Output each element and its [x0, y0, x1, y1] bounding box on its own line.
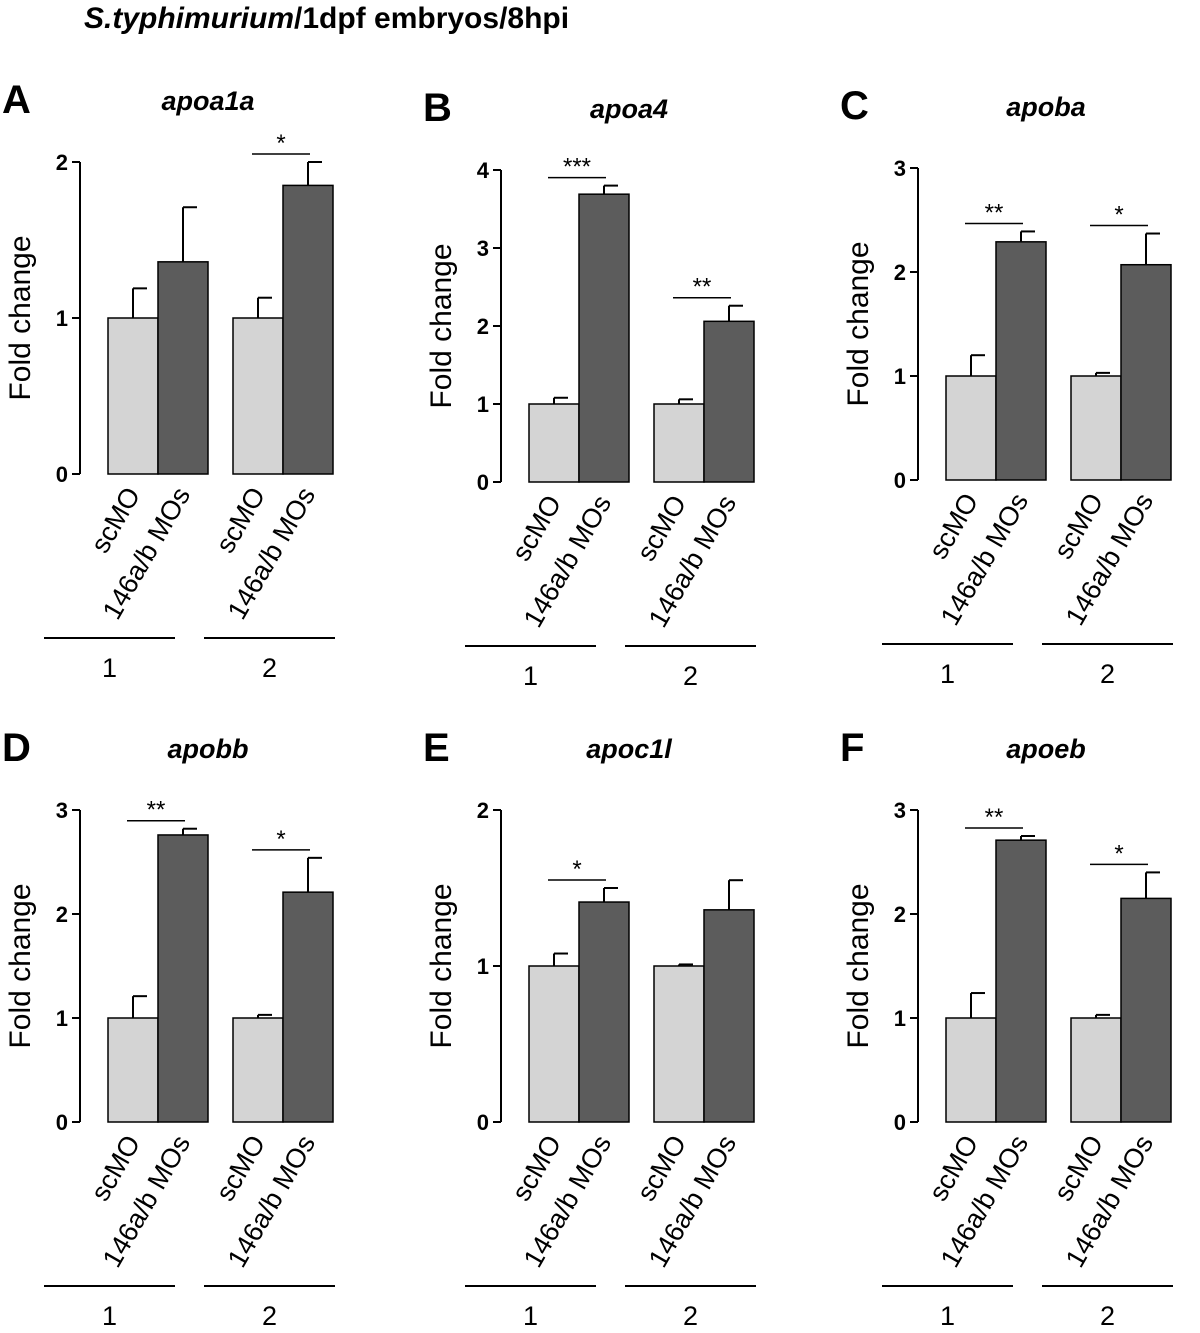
panel-title: apoc1l [586, 734, 672, 764]
significance-marker: * [572, 856, 581, 883]
y-tick-label: 3 [894, 798, 906, 823]
bar-146a-b-mos-group-2 [703, 909, 755, 1123]
group-label: 2 [1100, 1301, 1115, 1331]
significance-marker: * [1114, 840, 1123, 867]
y-tick-label: 3 [56, 798, 68, 823]
significance-marker: ** [985, 804, 1004, 831]
bar-146a-b-mos-group-2 [1120, 263, 1172, 481]
bar-scmo-group-2 [653, 965, 705, 1123]
group-label: 1 [523, 1301, 538, 1331]
bar-146a-b-mos-group-2 [703, 320, 755, 483]
y-axis-label: Fold change [425, 243, 458, 408]
y-axis-label: Fold change [4, 883, 37, 1048]
bar-146a-b-mos-group-1 [578, 901, 630, 1123]
y-tick-label: 1 [477, 392, 489, 417]
significance-marker: ** [985, 199, 1004, 226]
bar-scmo-group-1 [107, 317, 159, 475]
panel-letter: A [2, 78, 31, 122]
panel-title: apoeb [1006, 734, 1086, 764]
bar-scmo-group-2 [653, 403, 705, 483]
bar-scmo-group-1 [528, 403, 580, 483]
panel-letter: E [423, 726, 450, 770]
significance-marker: ** [147, 797, 166, 824]
y-tick-label: 1 [56, 306, 68, 331]
bar-scmo-group-2 [1070, 1017, 1122, 1123]
bar-146a-b-mos-group-1 [157, 261, 209, 475]
significance-marker: * [1114, 202, 1123, 229]
panel-letter: C [840, 84, 869, 128]
y-axis-label: Fold change [425, 883, 458, 1048]
y-tick-label: 2 [477, 798, 489, 823]
y-tick-label: 0 [56, 1110, 68, 1135]
bar-146a-b-mos-group-1 [157, 834, 209, 1123]
significance-marker: * [276, 130, 285, 157]
panel-letter: F [840, 726, 864, 770]
bar-scmo-group-2 [232, 1017, 284, 1123]
group-label: 1 [102, 653, 117, 683]
y-tick-label: 1 [894, 1006, 906, 1031]
panel-title: apoa4 [590, 94, 668, 124]
y-tick-label: 3 [477, 236, 489, 261]
y-tick-label: 2 [894, 902, 906, 927]
panel-title: apobb [168, 734, 249, 764]
y-tick-label: 2 [56, 150, 68, 175]
figure-title-organism: S.typhimurium [84, 2, 295, 35]
group-label: 1 [940, 1301, 955, 1331]
y-axis-label: Fold change [4, 235, 37, 400]
group-label: 2 [262, 1301, 277, 1331]
bar-146a-b-mos-group-2 [282, 184, 334, 475]
bar-146a-b-mos-group-2 [1120, 897, 1172, 1123]
group-label: 2 [683, 661, 698, 691]
y-tick-label: 1 [56, 1006, 68, 1031]
significance-marker: *** [563, 154, 591, 181]
panel-title: apoba [1006, 92, 1086, 122]
y-tick-label: 0 [477, 1110, 489, 1135]
y-axis-label: Fold change [842, 883, 875, 1048]
panel-title: apoa1a [161, 86, 254, 116]
group-label: 2 [1100, 659, 1115, 689]
group-label: 1 [102, 1301, 117, 1331]
y-tick-label: 0 [894, 1110, 906, 1135]
group-label: 1 [940, 659, 955, 689]
figure-title: S.typhimurium/1dpf embryos/8hpi [84, 2, 569, 36]
bar-scmo-group-1 [945, 1017, 997, 1123]
bar-scmo-group-1 [528, 965, 580, 1123]
bar-146a-b-mos-group-1 [995, 241, 1047, 481]
bar-scmo-group-1 [945, 375, 997, 481]
significance-marker: * [276, 826, 285, 853]
y-tick-label: 4 [477, 158, 490, 183]
bar-scmo-group-2 [1070, 375, 1122, 481]
y-tick-label: 0 [56, 462, 68, 487]
y-tick-label: 1 [894, 364, 906, 389]
bar-146a-b-mos-group-1 [995, 839, 1047, 1123]
panel-letter: B [423, 86, 452, 130]
bar-146a-b-mos-group-1 [578, 193, 630, 483]
y-tick-label: 0 [477, 470, 489, 495]
bar-scmo-group-1 [107, 1017, 159, 1123]
figure-title-condition: /1dpf embryos/8hpi [294, 2, 570, 35]
y-tick-label: 0 [894, 468, 906, 493]
group-label: 2 [683, 1301, 698, 1331]
y-tick-label: 2 [56, 902, 68, 927]
bar-scmo-group-2 [232, 317, 284, 475]
group-label: 1 [523, 661, 538, 691]
y-tick-label: 2 [477, 314, 489, 339]
y-axis-label: Fold change [842, 241, 875, 406]
y-tick-label: 1 [477, 954, 489, 979]
y-tick-label: 3 [894, 156, 906, 181]
bar-146a-b-mos-group-2 [282, 891, 334, 1123]
y-tick-label: 2 [894, 260, 906, 285]
significance-marker: ** [693, 274, 712, 301]
panel-letter: D [2, 726, 31, 770]
group-label: 2 [262, 653, 277, 683]
